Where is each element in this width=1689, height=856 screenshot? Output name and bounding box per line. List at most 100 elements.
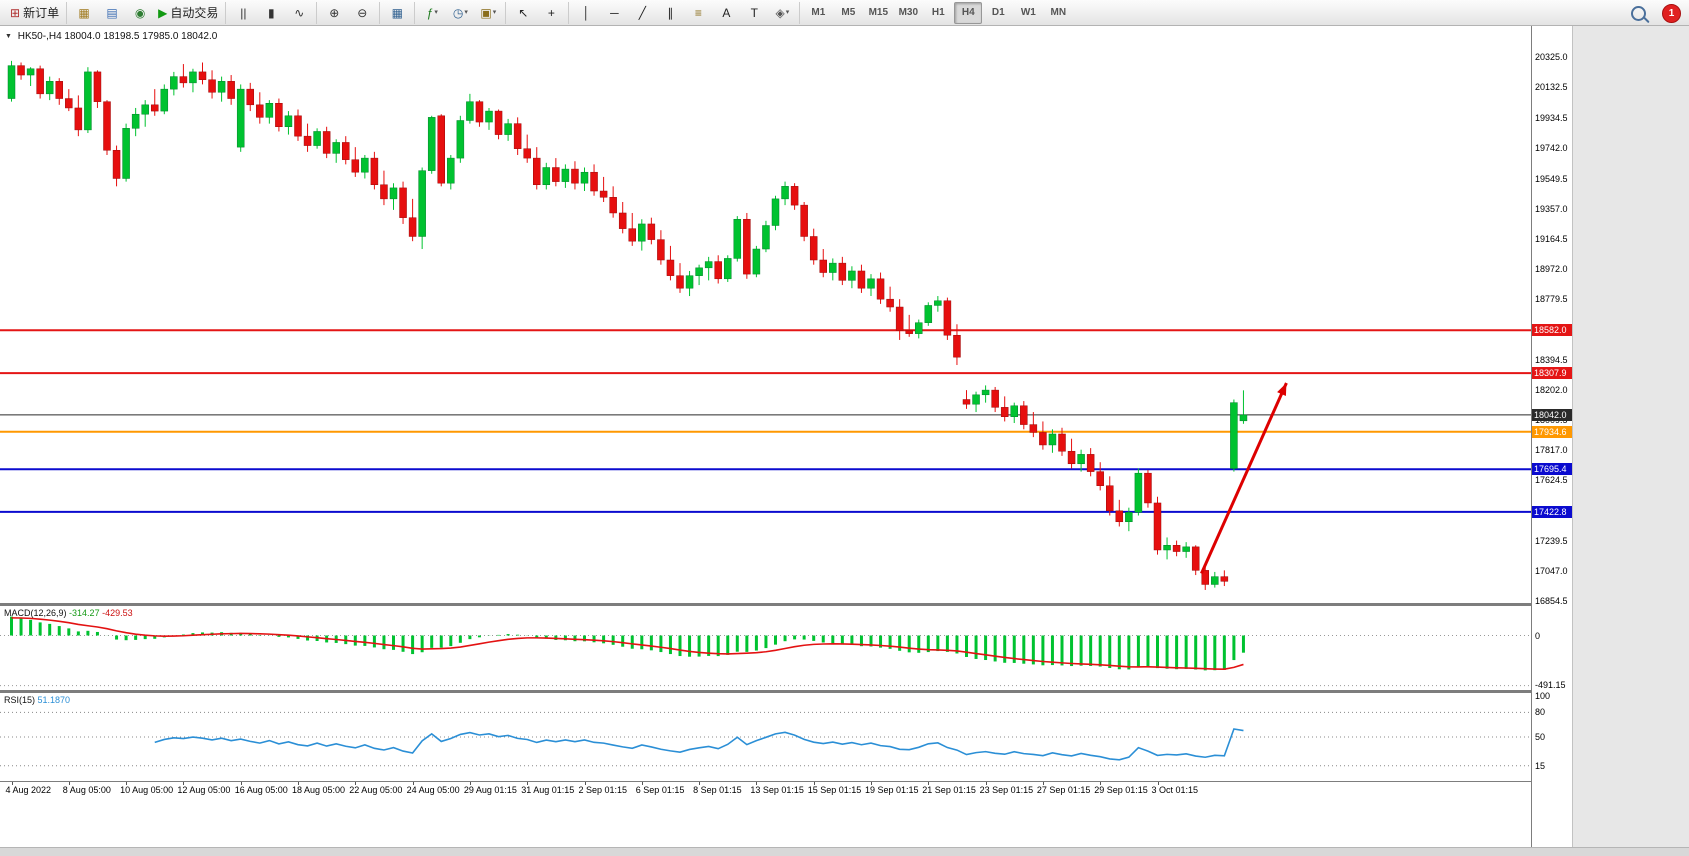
candle — [179, 76, 188, 84]
trend-arrow[interactable] — [1200, 382, 1288, 575]
tf-mn-button[interactable]: MN — [1050, 6, 1067, 18]
time-axis-label: 29 Aug 01:15 — [463, 785, 517, 795]
text-label-icon: T — [750, 5, 758, 20]
rsi-level-label: 80 — [1535, 707, 1546, 718]
shapes-button[interactable]: ◈ ▾ — [769, 2, 795, 24]
text-label-button[interactable]: T — [741, 2, 767, 24]
candle — [494, 110, 503, 135]
price-level-label: 18582.0 — [1532, 324, 1572, 337]
new-order-button[interactable]: ⊞ 新订单 — [7, 2, 62, 24]
candle — [781, 186, 789, 200]
indicators-icon: ƒ — [426, 5, 434, 20]
equidistant-channel-button[interactable]: ∥ — [657, 2, 683, 24]
fibonacci-button[interactable]: ≡ — [685, 2, 711, 24]
time-tick — [355, 782, 357, 785]
candle — [256, 104, 264, 118]
candle — [638, 223, 646, 242]
vertical-line-button[interactable]: │ — [573, 2, 599, 24]
candle — [313, 131, 321, 146]
tf-m1-button[interactable]: M1 — [811, 6, 826, 18]
tf-h1-button[interactable]: H1 — [931, 6, 945, 18]
candle — [36, 68, 44, 95]
candle — [1220, 576, 1229, 582]
candle — [886, 298, 894, 308]
time-axis-label: 8 Aug 05:00 — [62, 785, 111, 795]
periods-button[interactable]: ◷ ▾ — [447, 2, 473, 24]
chart-title: ▼ HK50-,H4 18004.0 18198.5 17985.0 18042… — [5, 31, 217, 42]
price-axis[interactable]: 20325.0 20132.5 19934.5 19742.0 19549.5 19357… — [1531, 26, 1572, 848]
trendline-button[interactable]: ╱ — [629, 2, 655, 24]
candle — [1182, 546, 1190, 552]
candle — [666, 259, 675, 276]
macd-panel[interactable]: MACD(12,26,9) -314.27 -429.53 — [0, 603, 1531, 690]
candle — [857, 270, 866, 289]
rsi-panel[interactable]: RSI(15) 51.1870 — [0, 690, 1531, 781]
candle — [981, 389, 990, 396]
symbol-dropdown-icon[interactable]: ▼ — [5, 33, 12, 40]
time-tick — [126, 782, 128, 785]
candle — [915, 322, 923, 334]
tile-windows-button[interactable]: ▦ — [384, 2, 410, 24]
candle — [876, 278, 885, 300]
horizontal-line-button[interactable]: ─ — [601, 2, 627, 24]
indicators-button[interactable]: ƒ ▾ — [419, 2, 445, 24]
price-tick-label: 20132.5 — [1535, 82, 1568, 93]
candle — [838, 262, 847, 281]
search-icon[interactable] — [1631, 5, 1646, 21]
candle — [724, 258, 732, 280]
data-window-icon: ◉ — [134, 5, 146, 20]
candle — [408, 217, 417, 237]
notification-badge[interactable]: 1 — [1662, 3, 1681, 23]
time-tick — [527, 782, 529, 785]
price-tick-label: 18972.0 — [1535, 264, 1568, 275]
toolbar-group: ⊞ 新订单 — [3, 1, 68, 24]
candle — [170, 76, 178, 90]
zoom-in-icon: ⊕ — [329, 5, 340, 20]
time-axis-label: 23 Sep 01:15 — [979, 785, 1034, 795]
candle — [848, 270, 856, 281]
time-axis-label: 2 Sep 01:15 — [578, 785, 628, 795]
price-tick-label: 17239.5 — [1535, 535, 1568, 546]
new-chart-button[interactable]: ▦ — [71, 2, 97, 24]
time-axis-label: 3 Oct 01:15 — [1151, 785, 1199, 795]
macd-label: MACD(12,26,9) -314.27 -429.53 — [4, 608, 133, 618]
candlestick-chart-button[interactable]: ▮ — [258, 2, 284, 24]
line-chart-button[interactable]: ∿ — [286, 2, 312, 24]
candle — [800, 204, 808, 237]
time-axis-label: 10 Aug 05:00 — [120, 785, 174, 795]
candle — [437, 115, 445, 184]
auto-trading-label: 自动交易 — [170, 5, 219, 20]
time-axis[interactable]: 4 Aug 2022 8 Aug 05:00 10 Aug 05:00 12 Aug … — [0, 781, 1531, 800]
auto-trading-button[interactable]: ▶ 自动交易 — [155, 2, 221, 24]
tf-m15-button[interactable]: M15 — [868, 6, 889, 18]
tf-m30-button[interactable]: M30 — [898, 6, 919, 18]
cursor-button[interactable]: ↖ — [510, 2, 536, 24]
candle — [284, 115, 293, 128]
profiles-button[interactable]: ▤ — [99, 2, 125, 24]
data-window-button[interactable]: ◉ — [127, 2, 153, 24]
crosshair-icon: + — [547, 5, 555, 20]
candle — [714, 261, 722, 280]
bar-chart-button[interactable]: || — [230, 2, 256, 24]
zoom-in-button[interactable]: ⊕ — [321, 2, 347, 24]
tf-d1-button[interactable]: D1 — [991, 6, 1005, 18]
horizontal-line-icon: ─ — [610, 5, 619, 20]
zoom-out-button[interactable]: ⊖ — [349, 2, 375, 24]
tf-w1-button[interactable]: W1 — [1020, 6, 1036, 18]
candle — [74, 107, 83, 131]
tf-m5-button[interactable]: M5 — [841, 6, 856, 18]
chevron-down-icon: ▾ — [492, 8, 497, 16]
time-axis-label: 4 Aug 2022 — [5, 785, 52, 795]
candle — [1191, 546, 1200, 571]
price-tick-label: 20325.0 — [1535, 52, 1568, 62]
tf-h4-button[interactable]: H4 — [954, 1, 983, 24]
candlestick-chart[interactable] — [0, 26, 1531, 603]
time-tick — [240, 782, 242, 785]
candle — [1125, 512, 1133, 523]
candle — [809, 236, 818, 261]
time-tick — [68, 782, 70, 785]
templates-button[interactable]: ▣ ▾ — [475, 2, 501, 24]
crosshair-button[interactable]: + — [538, 2, 564, 24]
text-button[interactable]: A — [713, 2, 739, 24]
time-tick — [871, 782, 872, 785]
